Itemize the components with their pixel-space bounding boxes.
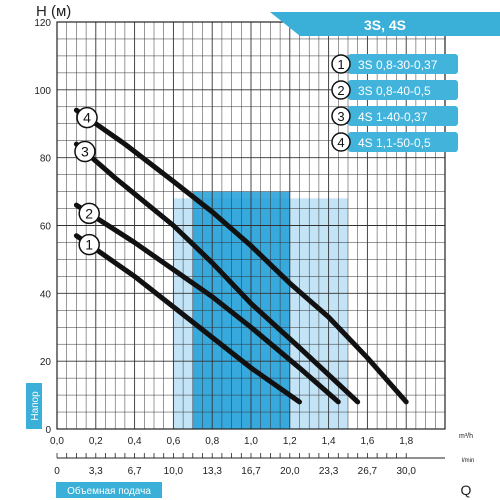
legend-marker-label: 1 — [337, 57, 344, 72]
legend-item-label: 4S 1-40-0,37 — [358, 110, 428, 124]
y-tick-label: 20 — [40, 357, 52, 368]
title-banner — [270, 12, 500, 36]
legend-item-bg — [348, 132, 458, 152]
legend-marker — [331, 54, 351, 74]
y-tick-label: 80 — [40, 154, 52, 165]
x-tick-label-lmin: 26,7 — [358, 466, 378, 477]
y-axis-title: H (м) — [36, 3, 71, 20]
y-tick-label: 0 — [45, 425, 51, 436]
side-label: Напор — [30, 391, 41, 421]
x-tick-label-m3h: 0,0 — [50, 436, 64, 447]
x-tick-label-lmin: 16,7 — [241, 466, 261, 477]
legend-item-bg — [348, 54, 458, 74]
x-tick-label-lmin: 3,3 — [89, 466, 103, 477]
legend-marker — [331, 132, 351, 152]
legend-item-label: 3S 0,8-30-0,37 — [358, 58, 438, 72]
x-tick-label-m3h: 1,8 — [399, 436, 413, 447]
legend-marker-label: 2 — [337, 83, 344, 98]
x-unit-lmin: l/min — [462, 458, 475, 464]
y-tick-label: 100 — [34, 86, 51, 97]
x-tick-label-lmin: 30,0 — [396, 466, 416, 477]
legend-marker — [331, 80, 351, 100]
plot-frame — [56, 21, 446, 430]
x-tick-label-lmin: 23,3 — [319, 466, 339, 477]
series-marker-4 — [76, 106, 98, 129]
x-tick-label-lmin: 13,3 — [202, 466, 222, 477]
series-marker-label-3: 3 — [81, 144, 89, 160]
x-tick-label-lmin: 0 — [54, 466, 60, 477]
x-tick-label-m3h: 1,4 — [322, 436, 336, 447]
legend-item-bg — [348, 80, 458, 100]
legend-item-label: 3S 0,8-40-0,5 — [358, 84, 431, 98]
series-marker-2 — [78, 202, 100, 225]
series-marker-label-4: 4 — [83, 110, 91, 126]
series-line-2 — [73, 202, 341, 405]
x-tick-label-lmin: 6,7 — [128, 466, 142, 477]
legend-marker-label: 4 — [337, 135, 344, 150]
legend-item-bg — [348, 106, 458, 126]
series-line-4 — [73, 107, 409, 405]
x-tick-label-m3h: 0,2 — [89, 436, 103, 447]
x-axis-letter: Q — [461, 482, 472, 498]
series-marker-1 — [78, 233, 100, 256]
side-label-bg — [26, 383, 42, 429]
x-tick-label-m3h: 1,0 — [244, 436, 258, 447]
legend-item-label: 4S 1,1-50-0,5 — [358, 136, 431, 150]
x-tick-label-m3h: 1,2 — [283, 436, 297, 447]
series-marker-3 — [74, 140, 96, 163]
series-line-3 — [73, 141, 361, 405]
chart-title: 3S, 4S — [364, 17, 406, 33]
x-tick-label-m3h: 0,4 — [128, 436, 142, 447]
series-line-1 — [73, 233, 302, 405]
x-tick-label-lmin: 10,0 — [164, 466, 184, 477]
x-tick-label-m3h: 0,6 — [166, 436, 180, 447]
bottom-label-bg — [56, 482, 162, 498]
legend-marker — [331, 106, 351, 126]
x-tick-label-lmin: 20,0 — [280, 466, 300, 477]
y-tick-label: 120 — [34, 18, 51, 29]
bottom-label: Объемная подача — [67, 485, 151, 497]
x-tick-label-m3h: 0,8 — [205, 436, 219, 447]
y-tick-label: 60 — [40, 222, 52, 233]
series-marker-label-2: 2 — [85, 205, 93, 221]
series-marker-label-1: 1 — [85, 237, 93, 253]
x-unit-m3h: m³/h — [459, 433, 473, 440]
y-tick-label: 40 — [40, 289, 52, 300]
legend-marker-label: 3 — [337, 109, 344, 124]
x-tick-label-m3h: 1,6 — [360, 436, 374, 447]
